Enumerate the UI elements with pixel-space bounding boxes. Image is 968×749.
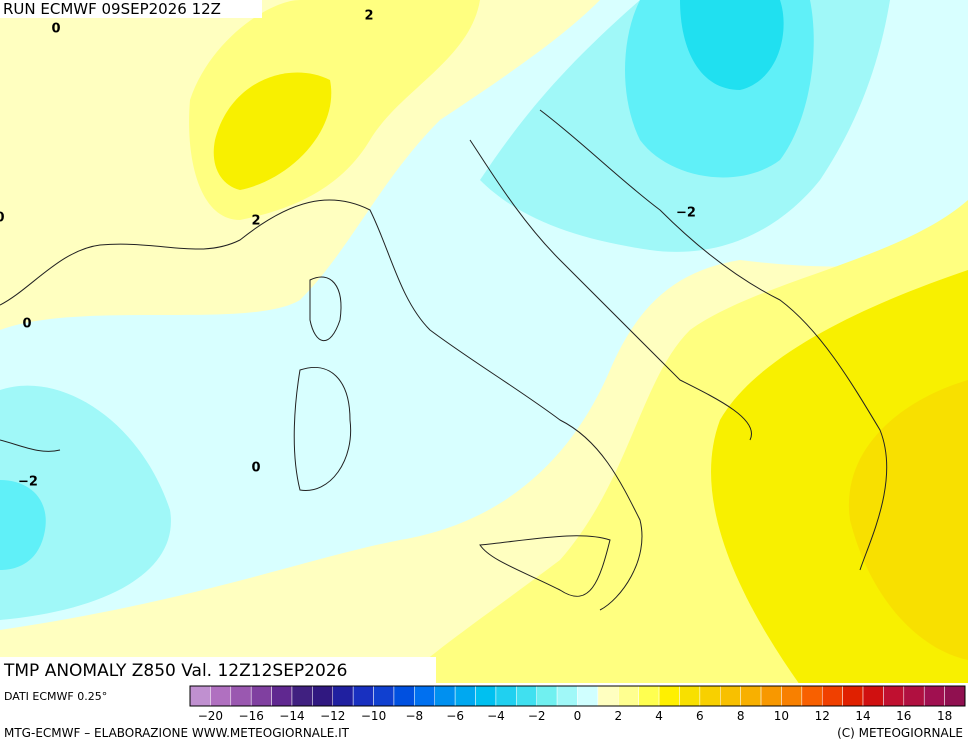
colorbar-swatch [556, 685, 578, 707]
colorbar-label: 4 [655, 709, 663, 723]
header-box [0, 0, 262, 18]
colorbar-swatch [944, 685, 966, 707]
anomaly-area [213, 72, 332, 190]
contour-labels: 0 2 2 0 0 −2 −2 0 [0, 9, 696, 490]
anomaly-area [848, 380, 968, 660]
contour-label: 0 [51, 22, 60, 37]
colorbar-swatch [923, 685, 945, 707]
colorbar-swatch [475, 685, 497, 707]
colorbar-swatch [618, 685, 639, 707]
colorbar-swatch [454, 685, 476, 707]
colorbar-label: −4 [487, 709, 505, 723]
island [309, 276, 342, 342]
colorbar-swatch [679, 685, 701, 707]
contour-label: 0 [22, 317, 31, 332]
colorbar-label: −16 [239, 709, 264, 723]
colorbar-swatch [760, 685, 782, 707]
colorbar-swatch [434, 685, 456, 707]
island [293, 367, 352, 491]
colorbar-swatch [495, 685, 517, 707]
colorbar-label: 0 [574, 709, 582, 723]
anomaly-area [0, 480, 46, 570]
title-box [0, 657, 436, 683]
colorbar-label: −8 [405, 709, 423, 723]
map-title: TMP ANOMALY Z850 Val. 12Z12SEP2026 [3, 661, 347, 681]
colorbar-label: −10 [361, 709, 386, 723]
colorbar-label: −14 [279, 709, 304, 723]
coastline [539, 109, 888, 571]
anomaly-area [0, 385, 171, 620]
colorbar-swatch [801, 685, 823, 707]
colorbar-swatch [842, 685, 864, 707]
colorbar-label: 6 [696, 709, 704, 723]
colorbar-swatch [414, 685, 435, 707]
colorbar-swatch [577, 685, 599, 707]
colorbar-swatch [862, 685, 884, 707]
colorbar-swatch [332, 685, 354, 707]
colorbar-swatch [903, 685, 925, 707]
colorbar-swatch [740, 685, 762, 707]
colorbar-swatch [516, 685, 537, 707]
colorbar-swatch [597, 685, 619, 707]
colorbar-swatch [536, 685, 558, 707]
colorbar-swatch [271, 685, 293, 707]
colorbar-label: 16 [896, 709, 911, 723]
colorbar-swatch [291, 685, 313, 707]
colorbar-swatch [781, 685, 803, 707]
colorbar-frame [189, 685, 966, 707]
colorbar: −20−16−14−12−10−8−6−4−202468101214161820 [189, 685, 966, 723]
colorbar-label: 14 [855, 709, 870, 723]
contour-label: 0 [0, 211, 5, 226]
colorbar-swatch [393, 685, 415, 707]
colorbar-swatch [250, 685, 272, 707]
contour-label: 0 [251, 461, 260, 476]
colorbar-swatch [699, 685, 721, 707]
colorbar-label: −6 [446, 709, 464, 723]
run-label: RUN ECMWF 09SEP2026 12Z [3, 0, 221, 18]
colorbar-label: 12 [815, 709, 830, 723]
colorbar-label: 2 [614, 709, 622, 723]
contour-label: 2 [364, 9, 373, 24]
colorbar-label: −20 [198, 709, 223, 723]
colorbar-swatch [312, 685, 334, 707]
colorbar-swatch [230, 685, 252, 707]
colorbar-swatch [638, 685, 660, 707]
coastline [0, 199, 643, 611]
colorbar-swatch [720, 685, 741, 707]
colorbar-swatch [210, 685, 232, 707]
colorbar-label: 10 [774, 709, 789, 723]
colorbar-swatch [658, 685, 680, 707]
coastline [469, 139, 753, 441]
colorbar-label: −12 [320, 709, 345, 723]
footer-left: MTG-ECMWF – ELABORAZIONE WWW.METEOGIORNA… [4, 726, 350, 740]
colorbar-swatch [352, 685, 374, 707]
source-label: DATI ECMWF 0.25° [4, 690, 107, 703]
anomaly-area [680, 0, 784, 90]
colorbar-swatch [373, 685, 395, 707]
contour-label: −2 [18, 475, 38, 490]
footer-right: (C) METEOGIORNALE [837, 726, 963, 740]
colorbar-swatch [883, 685, 905, 707]
colorbar-swatch [821, 685, 843, 707]
coastline [0, 439, 61, 452]
colorbar-label: −2 [528, 709, 546, 723]
contour-label: −2 [676, 206, 696, 221]
colorbar-label: 8 [737, 709, 745, 723]
island [479, 535, 611, 597]
contour-label: 2 [251, 214, 260, 229]
map [0, 0, 968, 685]
colorbar-swatch [189, 685, 211, 707]
colorbar-label: 18 [937, 709, 952, 723]
